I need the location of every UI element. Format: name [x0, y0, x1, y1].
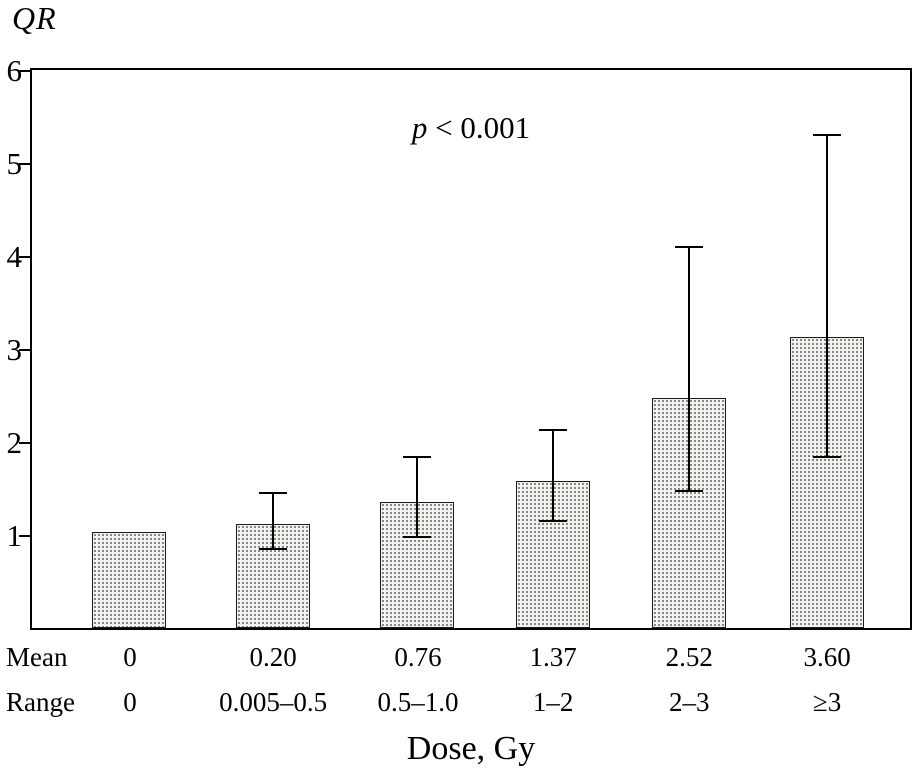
range-value: ≥3: [812, 687, 842, 717]
y-tick-mark: [19, 441, 30, 444]
y-tick-label: 5: [6, 145, 23, 181]
mean-value: 3.60: [803, 642, 851, 672]
error-bar-cap-bottom: [403, 535, 432, 538]
y-tick-mark: [19, 69, 30, 72]
bar: [92, 532, 167, 628]
range-value: 0: [123, 687, 137, 717]
plot-area: p < 0.001: [30, 68, 912, 630]
range-value: 0.005–0.5: [219, 687, 328, 717]
error-bar-line: [687, 246, 690, 492]
mean-row-label: Mean: [6, 642, 68, 672]
mean-value: 1.37: [529, 642, 577, 672]
error-bar-cap-top: [812, 134, 841, 137]
error-bar-line: [416, 456, 419, 537]
mean-value: 0: [123, 642, 137, 672]
y-tick-label: 1: [6, 517, 23, 553]
error-bar-cap-bottom: [674, 490, 703, 493]
p-value-annotation-italic: p: [411, 110, 428, 145]
y-tick-label: 3: [6, 331, 23, 367]
mean-value: 0.76: [394, 642, 442, 672]
error-bar-line: [825, 135, 828, 457]
range-value: 0.5–1.0: [377, 687, 459, 717]
range-value: 2–3: [668, 687, 710, 717]
error-bar-cap-top: [403, 455, 432, 458]
error-bar-cap-top: [674, 245, 703, 248]
error-bar-cap-bottom: [812, 455, 841, 458]
p-value-annotation: p < 0.001: [32, 110, 910, 146]
error-bar-cap-bottom: [258, 547, 287, 550]
y-tick-mark: [19, 255, 30, 258]
x-axis-title: Dose, Gy: [406, 730, 536, 767]
range-value: 1–2: [532, 687, 574, 717]
y-tick-mark: [19, 348, 30, 351]
range-row-label: Range: [6, 687, 75, 717]
y-axis-title: QR: [12, 0, 57, 36]
error-bar-line: [271, 493, 274, 549]
error-bar-cap-top: [258, 492, 287, 495]
error-bar-cap-top: [538, 428, 567, 431]
mean-value: 0.20: [249, 642, 297, 672]
error-bar-line: [551, 429, 554, 522]
error-bar-cap-bottom: [538, 520, 567, 523]
y-tick-label: 6: [6, 52, 23, 88]
y-tick-mark: [19, 534, 30, 537]
mean-value: 2.52: [665, 642, 713, 672]
p-value-annotation-rest: < 0.001: [427, 110, 531, 145]
y-tick-label: 2: [6, 424, 23, 460]
y-tick-mark: [19, 162, 30, 165]
y-tick-label: 4: [6, 238, 23, 274]
bar: [515, 481, 590, 628]
